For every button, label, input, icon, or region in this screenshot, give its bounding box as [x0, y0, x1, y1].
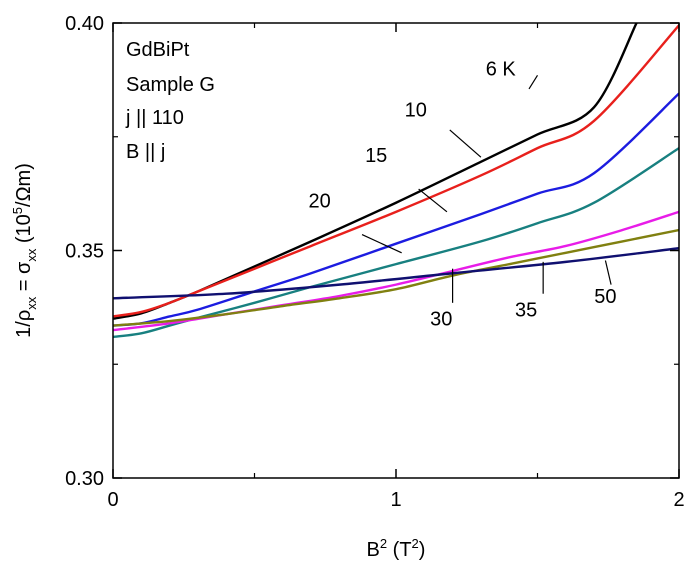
curve-label: 50 — [594, 286, 616, 308]
y-tick-label: 0.30 — [65, 468, 104, 490]
curve-label: 35 — [515, 299, 537, 321]
y-tick-label: 0.35 — [65, 241, 104, 263]
curve-label-leader — [361, 234, 402, 254]
annotation-line: GdBiPt — [126, 39, 190, 61]
series-line-35 — [113, 228, 679, 327]
x-axis-title-unit-sup: 2 — [412, 536, 419, 551]
curve-label-leader — [449, 129, 482, 158]
series-line-20 — [113, 147, 679, 339]
series-line-10 — [113, 24, 679, 318]
x-axis-title-unit-close: ) — [419, 539, 426, 561]
series-line-15 — [113, 92, 679, 327]
curve-label: 30 — [430, 309, 452, 331]
x-axis-title-unit-open: (T — [387, 539, 411, 561]
curve-label: 10 — [405, 99, 427, 121]
series-line-50 — [113, 247, 679, 300]
curve-label-leader — [418, 188, 448, 213]
curve-label-leader — [604, 260, 612, 285]
annotation-line: B || j — [126, 141, 165, 163]
curve-label: 20 — [308, 190, 330, 212]
x-axis-title-main: B — [367, 539, 380, 561]
y-axis-title-sub-2: xx — [24, 248, 39, 262]
series-layer — [113, 23, 679, 339]
tick-layer: 0 1 2 0.30 0.35 0.40 — [65, 13, 685, 511]
y-axis-title-part-3: (10 — [13, 214, 35, 248]
y-axis-title-part-1: 1/ρ — [13, 310, 35, 338]
y-axis-title-sub-1: xx — [24, 296, 39, 310]
annotation-line: j || 110 — [125, 107, 184, 129]
y-axis-title: 1/ρxx = σxx (105/Ωm) — [10, 163, 39, 338]
series-line-6-k — [113, 23, 638, 320]
x-tick-label: 0 — [107, 489, 118, 511]
x-tick-label: 2 — [673, 489, 684, 511]
curve-label: 15 — [365, 145, 387, 167]
callout-layer: 6 K 10 15 20 30 35 50 — [308, 58, 616, 330]
sample-annotation: GdBiPt Sample G j || 110 B || j — [125, 39, 215, 163]
y-axis-title-sup: 5 — [10, 207, 25, 214]
curve-label-leader — [528, 75, 539, 90]
annotation-line: Sample G — [126, 74, 215, 96]
x-axis-title: B2 (T2) — [367, 536, 426, 561]
series-line-30 — [113, 210, 679, 332]
curve-label: 6 K — [486, 58, 517, 80]
y-tick-label: 0.40 — [65, 13, 104, 35]
x-tick-label: 1 — [390, 489, 401, 511]
x-axis-title-sup: 2 — [380, 536, 387, 551]
y-axis-title-part-2: = σ — [13, 261, 35, 297]
y-axis-title-part-4: /Ωm) — [13, 163, 35, 207]
